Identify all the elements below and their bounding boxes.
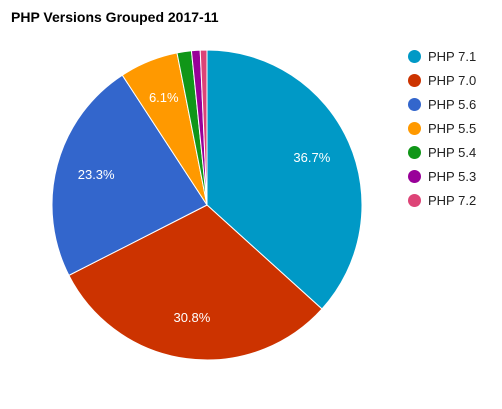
legend-label: PHP 7.2 xyxy=(428,192,477,208)
legend-swatch xyxy=(408,193,421,207)
legend-label: PHP 5.4 xyxy=(428,144,477,160)
legend-item[interactable]: PHP 5.3 xyxy=(408,165,476,187)
legend-swatch xyxy=(408,73,421,87)
legend-item[interactable]: PHP 7.1 xyxy=(408,45,476,67)
legend-swatch xyxy=(408,145,421,159)
legend-label: PHP 5.6 xyxy=(428,96,477,112)
slice-label: 6.1% xyxy=(149,90,179,105)
slice-label: 30.8% xyxy=(173,310,210,325)
pie-slice-php-5-6[interactable] xyxy=(51,74,208,277)
legend-label: PHP 7.1 xyxy=(428,48,477,64)
pie-slice-php-7-1[interactable] xyxy=(206,49,363,310)
legend-item[interactable]: PHP 7.0 xyxy=(408,69,476,91)
slice-label: 36.7% xyxy=(293,150,330,165)
legend-label: PHP 7.0 xyxy=(428,72,477,88)
legend-swatch xyxy=(408,49,421,63)
legend-swatch xyxy=(408,121,421,135)
pie-slice-php-7-0[interactable] xyxy=(68,204,323,361)
slice-label: 23.3% xyxy=(78,167,115,182)
legend: PHP 7.1 PHP 7.0 PHP 5.6 PHP 5.5 PHP 5.4 PHP 5… xyxy=(408,45,476,213)
legend-item[interactable]: PHP 5.6 xyxy=(408,93,476,115)
legend-label: PHP 5.3 xyxy=(428,168,477,184)
legend-item[interactable]: PHP 7.2 xyxy=(408,189,476,211)
pie-slice-php-7-2[interactable] xyxy=(199,49,208,206)
chart-title: PHP Versions Grouped 2017-11 xyxy=(11,9,219,25)
legend-item[interactable]: PHP 5.5 xyxy=(408,117,476,139)
legend-swatch xyxy=(408,97,421,111)
legend-label: PHP 5.5 xyxy=(428,120,477,136)
legend-swatch xyxy=(408,169,421,183)
legend-item[interactable]: PHP 5.4 xyxy=(408,141,476,163)
